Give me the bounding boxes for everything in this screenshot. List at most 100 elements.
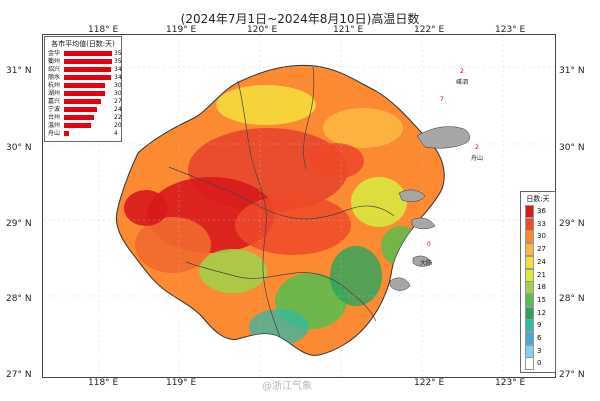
- scale-label: 27: [537, 245, 546, 254]
- lon-label-bottom-119: 119° E: [166, 378, 197, 388]
- city-bar-fill: [64, 75, 111, 80]
- scale-swatch: [525, 344, 534, 358]
- city-bar-fill: [64, 99, 102, 104]
- scale-swatch: [525, 332, 534, 345]
- city-bar-label: 丽水: [48, 74, 61, 81]
- color-scale: 日数:天 36 33 30 27 24 21 18 15 12 9 6 3 0: [520, 191, 556, 373]
- zhoushan-island-group: [416, 126, 470, 149]
- lon-label-bottom-123: 123° E: [495, 378, 526, 388]
- scale-swatch: [525, 243, 534, 257]
- scale-swatch: [525, 319, 534, 333]
- lon-label-122: 122° E: [414, 25, 445, 35]
- lon-label-118: 118° E: [88, 25, 119, 35]
- lon-label-121: 121° E: [333, 25, 364, 35]
- city-bar-label: 衢州: [48, 58, 61, 65]
- scale-label: 33: [537, 219, 546, 228]
- city-bar-fill: [64, 83, 106, 88]
- coastal-island-3: [389, 277, 411, 291]
- city-bar-value: 30: [114, 90, 122, 97]
- zhoushan-label: 舟山: [471, 154, 483, 162]
- city-bar-fill: [64, 67, 111, 72]
- scale-label: 18: [537, 283, 546, 292]
- scale-swatch: [525, 357, 534, 371]
- scale-label: 24: [537, 257, 546, 266]
- lat-label-right-29: 29° N: [559, 219, 585, 229]
- city-bar-value: 35: [114, 50, 122, 57]
- red-number-east: 2: [475, 144, 479, 151]
- scale-swatch: [525, 217, 534, 231]
- map-title: (2024年7月1日~2024年8月10日)高温日数: [180, 12, 420, 26]
- scale-label: 6: [537, 334, 542, 342]
- city-bar-fill: [64, 51, 112, 56]
- lon-label-120: 120° E: [247, 25, 278, 35]
- scale-label: 3: [537, 346, 542, 355]
- city-bar-fill: [64, 91, 106, 96]
- city-bar-fill: [64, 131, 70, 136]
- scale-label: 9: [537, 321, 542, 330]
- scale-swatch: [525, 205, 534, 218]
- red-number-dachen: 0: [427, 241, 431, 248]
- city-bar-value: 34: [114, 66, 122, 73]
- lat-label-30: 30° N: [6, 143, 32, 153]
- scale-swatch: [525, 230, 534, 244]
- scale-swatch: [525, 255, 534, 269]
- lat-label-31: 31° N: [6, 66, 32, 76]
- city-boundary-line-3: [185, 261, 377, 322]
- heat-map: 2 嵊泗 7 2 舟山 0 大陈: [43, 35, 555, 377]
- city-average-chart: 各市平均值(日数:天) 金华 35 衢州 35 绍兴 34 丽水 34 杭州 30 湖州 30 嘉兴 27…: [44, 36, 122, 142]
- lat-label-right-30: 30° N: [559, 143, 585, 153]
- lat-label-right-27: 27° N: [559, 370, 585, 380]
- city-bar-value: 27: [114, 98, 122, 105]
- lon-label-bottom-118: 118° E: [88, 378, 119, 388]
- city-bar-fill: [64, 123, 92, 128]
- coastal-island-4: [412, 255, 433, 267]
- city-bar-fill: [64, 107, 97, 112]
- city-bar-label: 金华: [48, 50, 61, 57]
- lon-label-bottom-122: 122° E: [414, 378, 445, 388]
- shengsi-label: 嵊泗: [456, 78, 468, 86]
- scale-swatch: [525, 293, 534, 307]
- city-boundary-line-2: [237, 80, 281, 338]
- lat-label-29: 29° N: [6, 219, 32, 229]
- city-bar-label: 舟山: [48, 130, 61, 137]
- scale-swatch: [525, 268, 534, 282]
- lon-label-123: 123° E: [495, 25, 526, 35]
- city-bar-value: 34: [114, 74, 122, 81]
- city-bar-label: 杭州: [48, 82, 61, 89]
- red-number-shengsi: 2: [460, 68, 464, 75]
- scale-label: 36: [537, 207, 546, 215]
- city-bar-label: 绍兴: [48, 66, 61, 73]
- city-bar-value: 4: [114, 130, 118, 137]
- city-bar-value: 20: [114, 122, 122, 129]
- city-boundary-line-4: [303, 66, 315, 170]
- lat-label-right-31: 31° N: [559, 66, 585, 76]
- coastal-island-1: [398, 189, 426, 202]
- city-chart-title: 各市平均值(日数:天): [51, 40, 115, 48]
- red-number-zhoushan: 7: [440, 96, 444, 103]
- weibo-watermark: @浙江气象: [262, 381, 312, 392]
- dachen-label: 大陈: [420, 259, 432, 267]
- scale-swatch: [525, 281, 534, 295]
- coastal-island-2: [411, 217, 436, 230]
- city-bar-label: 湖州: [48, 90, 61, 97]
- scale-title: 日数:天: [526, 195, 550, 203]
- scale-label: 15: [537, 295, 546, 304]
- city-bar-value: 24: [114, 106, 122, 113]
- lat-label-right-28: 28° N: [559, 294, 585, 304]
- lat-label-28: 28° N: [6, 294, 32, 304]
- city-bar-value: 35: [114, 58, 122, 65]
- heat-patches: [124, 85, 421, 345]
- map-frame: 2 嵊泗 7 2 舟山 0 大陈: [42, 34, 556, 378]
- city-bar-label: 温州: [48, 122, 61, 129]
- scale-label: 30: [537, 232, 546, 241]
- city-bar-fill: [64, 59, 112, 64]
- lat-label-27: 27° N: [6, 370, 32, 380]
- city-bar-value: 30: [114, 82, 122, 89]
- city-boundary-line-1: [168, 166, 395, 220]
- scale-swatch: [525, 306, 534, 320]
- city-bar-label: 宁波: [48, 106, 61, 113]
- scale-label: 0: [537, 359, 542, 368]
- city-bar-label: 嘉兴: [48, 98, 61, 105]
- city-bar-fill: [64, 115, 95, 120]
